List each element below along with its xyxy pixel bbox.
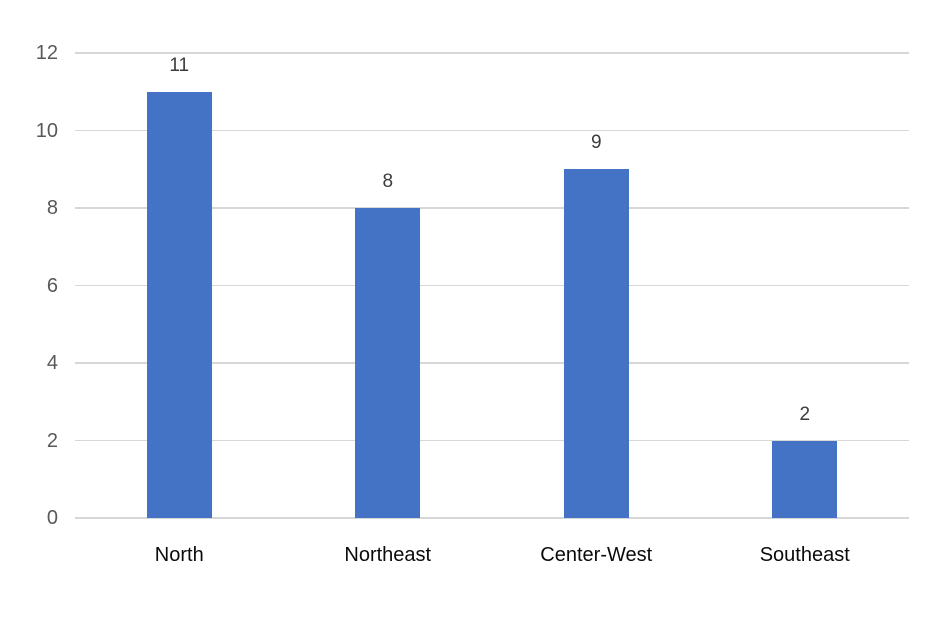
y-tick-label: 0 <box>46 507 58 529</box>
gridline <box>75 129 909 132</box>
x-tick-label: Center-West <box>540 544 653 566</box>
gridline <box>75 207 909 209</box>
gridline <box>75 362 909 364</box>
gridline <box>75 439 909 442</box>
bar-southeast <box>772 440 838 518</box>
bar-north <box>146 91 212 518</box>
data-label: 11 <box>169 54 190 76</box>
x-tick-label: Northeast <box>344 544 432 566</box>
gridline <box>75 284 909 287</box>
x-tick-label: Southeast <box>759 544 850 566</box>
bar-northeast <box>355 208 421 518</box>
bar-center-west <box>563 169 629 518</box>
y-tick-label: 10 <box>35 119 58 142</box>
x-axis-labels: North Northeast Center-West Southeast <box>75 540 909 570</box>
y-tick-label: 4 <box>46 352 58 374</box>
data-label: 8 <box>382 171 394 192</box>
data-label: 9 <box>590 132 602 154</box>
gridline <box>75 52 909 54</box>
data-label: 2 <box>799 403 811 425</box>
y-tick-label: 2 <box>46 429 58 452</box>
y-tick-label: 6 <box>46 274 58 297</box>
plot-area: 11 8 9 2 <box>75 52 909 519</box>
y-tick-label: 12 <box>35 42 58 64</box>
x-tick-label: North <box>154 544 204 566</box>
y-axis-labels: 0 2 4 6 8 10 12 <box>0 43 58 528</box>
gridline <box>75 517 909 519</box>
y-tick-label: 8 <box>46 197 58 219</box>
